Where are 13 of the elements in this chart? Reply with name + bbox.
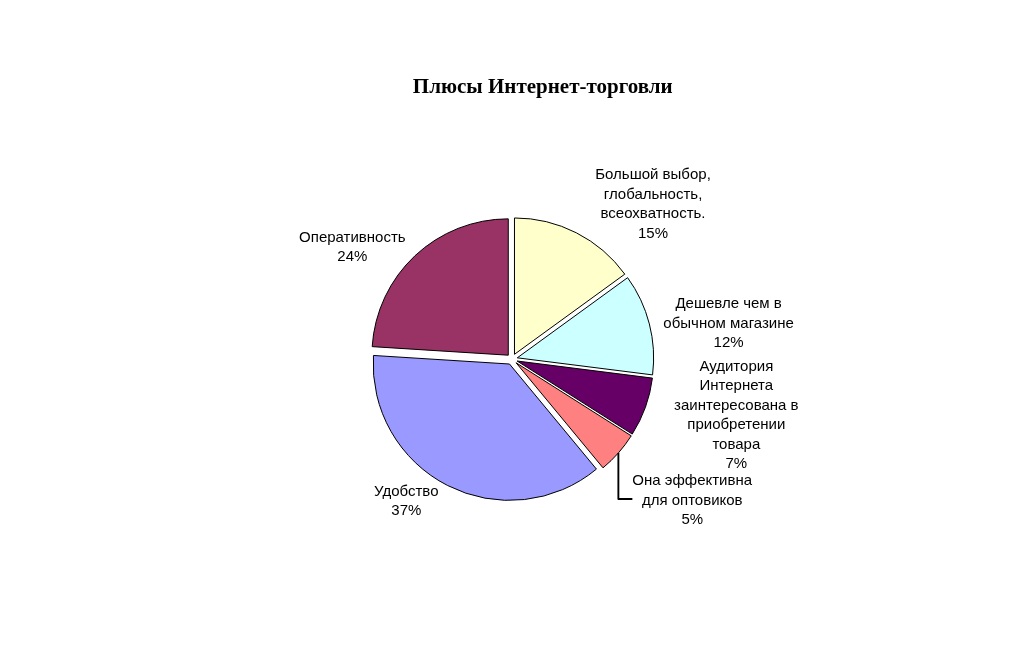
chart-title: Плюсы Интернет-торговли [412, 73, 673, 98]
data-label: 24% [337, 247, 368, 265]
data-label: 7% [725, 454, 748, 472]
slice-label: Она эффективна для оптовиков [632, 471, 753, 508]
slice-label: Большой выбор, глобальность, всеохватность. [595, 165, 711, 222]
slice-label: Аудитория Интернета заинтересована в приобретении товара [674, 356, 799, 452]
data-label: 37% [391, 501, 422, 519]
slice-label: Удобство [374, 481, 439, 499]
data-label: 12% [713, 333, 744, 351]
data-label: 5% [681, 510, 704, 528]
slice-label: Дешевле чем в обычном магазине [663, 294, 794, 331]
data-label: 15% [638, 223, 669, 241]
slice-label: Оперативность [299, 227, 406, 245]
